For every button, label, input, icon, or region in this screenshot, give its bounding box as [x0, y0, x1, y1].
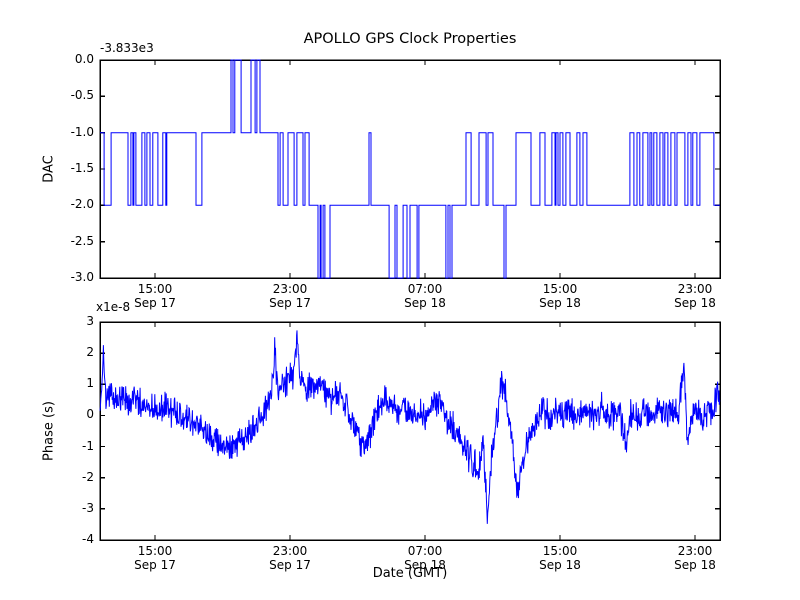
y-tick-label: 3 — [86, 314, 94, 328]
y-tick-label: -2.5 — [70, 233, 94, 248]
x-tick-time: 07:00 — [407, 282, 443, 296]
x-tick-label: 07:00 Sep 18 — [383, 282, 467, 311]
y-tick-label: -1.0 — [70, 124, 94, 139]
x-tick-time: 23:00 — [272, 282, 308, 296]
y-tick-label: 0 — [86, 407, 94, 422]
y-tick-label: 0.0 — [74, 52, 94, 66]
x-tick-date: Sep 18 — [404, 558, 446, 573]
y-tick-label: -2 — [82, 469, 94, 484]
x-tick-time: 23:00 — [272, 544, 308, 558]
y-tick-label: -1 — [82, 438, 94, 453]
x-tick-label: 07:00 Sep 18 — [383, 544, 467, 573]
x-tick-date: Sep 17 — [269, 558, 311, 573]
x-tick-date: Sep 18 — [674, 296, 716, 311]
bottom-axis-scale-text: x1e-8 — [96, 300, 131, 314]
x-tick-time: 23:00 — [677, 544, 713, 558]
y-tick-label: -3.0 — [70, 270, 94, 284]
x-tick-label: 15:00 Sep 18 — [518, 544, 602, 573]
x-tick-date: Sep 17 — [134, 558, 176, 573]
y-tick-label: 2 — [86, 345, 94, 360]
y-tick-label: -4 — [82, 532, 94, 546]
x-tick-label: 23:00 Sep 18 — [653, 544, 737, 573]
x-tick-label: 15:00 Sep 17 — [113, 544, 197, 573]
x-tick-time: 15:00 — [137, 544, 173, 558]
x-tick-time: 23:00 — [677, 282, 713, 296]
x-tick-time: 07:00 — [407, 544, 443, 558]
y-tick-label: -2.0 — [70, 197, 94, 212]
phase-line — [99, 330, 721, 524]
x-tick-date: Sep 18 — [674, 558, 716, 573]
x-tick-date: Sep 18 — [539, 296, 581, 311]
y-tick-label: -0.5 — [70, 88, 94, 103]
x-tick-time: 15:00 — [137, 282, 173, 296]
x-tick-date: Sep 18 — [404, 296, 446, 311]
bottom-axes-frame — [99, 321, 721, 541]
y-tick-label: 1 — [86, 376, 94, 391]
x-tick-date: Sep 17 — [134, 296, 176, 311]
chart-title: APOLLO GPS Clock Properties — [303, 31, 517, 47]
xlabel: Date (GMT) — [372, 566, 448, 581]
x-tick-label: 23:00 Sep 17 — [248, 282, 332, 311]
y-tick-label: -3 — [82, 500, 94, 515]
y-tick-label: -1.5 — [70, 161, 94, 175]
x-tick-label: 15:00 Sep 17 — [113, 282, 197, 311]
x-tick-label: 23:00 Sep 17 — [248, 544, 332, 573]
x-tick-date: Sep 17 — [269, 296, 311, 311]
x-tick-date: Sep 18 — [539, 558, 581, 573]
dac-line — [100, 59, 720, 279]
x-tick-time: 15:00 — [542, 282, 578, 296]
x-tick-time: 15:00 — [542, 544, 578, 558]
top-axis-offset-text: -3.833e3 — [100, 41, 154, 55]
x-tick-label: 23:00 Sep 18 — [653, 282, 737, 311]
x-tick-label: 15:00 Sep 18 — [518, 282, 602, 311]
